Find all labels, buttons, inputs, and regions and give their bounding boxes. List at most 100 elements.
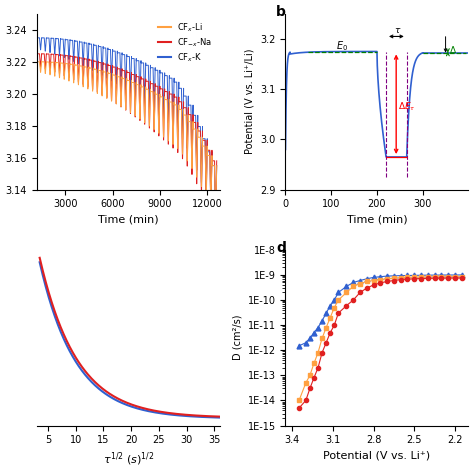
CF$_{-x}$-Na [405,276,410,282]
CF$_x$-K [296,343,302,349]
CF$_{-x}$-Na [459,275,465,281]
CF$_{-x}$-Na [319,350,325,356]
X-axis label: Time (min): Time (min) [346,215,407,225]
CF$_x$-K [350,280,356,285]
CF$_x$-Li [303,380,309,386]
CF$_x$-K [425,272,431,278]
CF$_{-x}$-Na [418,276,424,282]
CF$_{-x}$-Na [377,280,383,286]
Text: $\Delta$: $\Delta$ [449,44,457,55]
CF$_{-x}$-Na [391,278,397,283]
CF$_x$-K [336,290,341,295]
CF$_x$-K [319,318,325,324]
CF$_{-x}$-Na [384,279,390,284]
Line: CF$_{-x}$-Na: CF$_{-x}$-Na [297,276,464,410]
Y-axis label: D (cm²/s): D (cm²/s) [232,315,242,360]
Text: $\Delta E_{\tau}$: $\Delta E_{\tau}$ [398,100,416,113]
CF$_x$-Li [384,276,390,282]
CF$_x$-K [438,272,444,278]
CF$_{-x}$-Na [425,275,431,281]
CF$_x$-Li [418,274,424,280]
CF$_x$-K [357,278,363,283]
CF$_{-x}$-Na [311,375,317,381]
Text: d: d [276,241,286,255]
CF$_{-x}$-Na [344,303,349,309]
Text: b: b [276,5,286,19]
CF$_{-x}$-Na [315,365,321,371]
Line: CF$_x$-K: CF$_x$-K [297,273,464,348]
CF$_x$-K [432,272,438,278]
CF$_x$-K [364,276,370,282]
CF$_x$-Li [357,281,363,286]
CF$_x$-Li [411,274,417,280]
CF$_x$-Li [371,278,376,283]
CF$_x$-Li [344,290,349,295]
CF$_{-x}$-Na [364,285,370,291]
CF$_x$-Li [296,398,302,403]
CF$_x$-Li [398,275,403,281]
CF$_x$-K [452,272,458,278]
CF$_{-x}$-Na [328,330,333,336]
CF$_{-x}$-Na [296,405,302,411]
CF$_x$-Li [391,275,397,281]
CF$_{-x}$-Na [445,275,451,281]
CF$_x$-K [331,297,337,303]
CF$_x$-Li [336,297,341,303]
CF$_x$-Li [350,283,356,289]
CF$_{-x}$-Na [323,340,329,346]
Y-axis label: Potential (V vs. Li⁺/Li): Potential (V vs. Li⁺/Li) [245,49,255,155]
CF$_x$-Li [307,373,313,378]
CF$_x$-K [307,336,313,341]
CF$_x$-Li [364,279,370,284]
CF$_x$-K [323,310,329,316]
CF$_x$-Li [438,274,444,280]
Legend: CF$_x$-Li, CF$_{-x}$-Na, CF$_x$-K: CF$_x$-Li, CF$_{-x}$-Na, CF$_x$-K [155,18,216,67]
CF$_x$-Li [452,274,458,280]
X-axis label: Potential (V vs. Li⁺): Potential (V vs. Li⁺) [323,451,430,461]
CF$_{-x}$-Na [438,275,444,281]
CF$_x$-Li [445,274,451,280]
CF$_x$-K [328,303,333,309]
CF$_x$-K [303,340,309,346]
CF$_x$-Li [432,274,438,280]
CF$_x$-K [398,273,403,278]
CF$_x$-K [445,272,451,278]
CF$_x$-K [411,273,417,278]
CF$_{-x}$-Na [432,275,438,281]
CF$_x$-Li [328,315,333,320]
CF$_{-x}$-Na [303,398,309,403]
CF$_x$-K [384,273,390,279]
X-axis label: $\tau^{1/2}$ $(s)^{1/2}$: $\tau^{1/2}$ $(s)^{1/2}$ [103,451,154,468]
CF$_x$-K [391,273,397,279]
Text: $\tau$: $\tau$ [394,26,401,35]
CF$_x$-K [344,283,349,289]
CF$_x$-K [315,325,321,330]
CF$_x$-Li [331,305,337,310]
CF$_x$-Li [311,361,317,366]
CF$_x$-Li [425,274,431,280]
CF$_x$-Li [323,325,329,330]
X-axis label: Time (min): Time (min) [98,215,159,225]
CF$_x$-K [405,273,410,278]
CF$_{-x}$-Na [331,322,337,328]
CF$_x$-Li [459,273,465,279]
CF$_{-x}$-Na [398,277,403,283]
CF$_x$-K [418,273,424,278]
CF$_{-x}$-Na [336,310,341,316]
CF$_x$-K [311,330,317,336]
CF$_x$-Li [315,350,321,356]
CF$_x$-Li [377,277,383,283]
CF$_x$-K [377,274,383,280]
Text: $E_0$: $E_0$ [336,39,348,53]
CF$_{-x}$-Na [411,276,417,282]
CF$_x$-Li [319,336,325,341]
Line: CF$_x$-Li: CF$_x$-Li [297,274,464,402]
CF$_{-x}$-Na [357,290,363,295]
CF$_{-x}$-Na [371,282,376,288]
CF$_x$-Li [405,274,410,280]
CF$_x$-K [371,274,376,280]
CF$_{-x}$-Na [452,275,458,281]
CF$_{-x}$-Na [350,297,356,303]
CF$_x$-K [459,272,465,278]
CF$_{-x}$-Na [307,386,313,392]
